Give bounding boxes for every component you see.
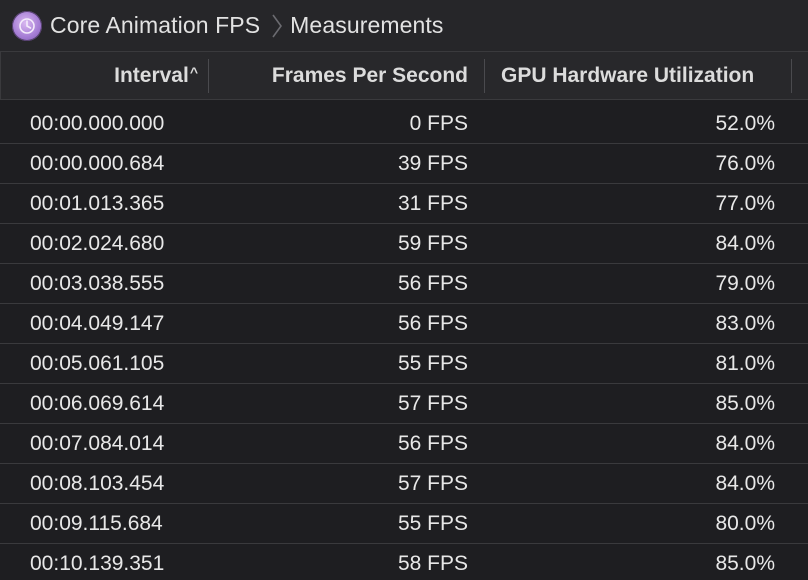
cell-gpu: 84.0% (715, 231, 775, 255)
breadcrumb-view[interactable]: Measurements (290, 12, 444, 38)
column-header-gpu-label: GPU Hardware Utilization (501, 63, 755, 87)
cell-interval: 00:02.024.680 (30, 231, 165, 255)
cell-fps: 55 FPS (397, 511, 468, 535)
table-row[interactable]: 00:09.115.684 55 FPS 80.0% (0, 504, 808, 544)
cell-fps: 57 FPS (397, 471, 468, 495)
chevron-right-icon (272, 14, 283, 37)
cell-interval: 00:01.013.365 (30, 191, 165, 215)
cell-gpu: 85.0% (715, 391, 775, 415)
table-body: 00:00.000.000 0 FPS 52.0% 00:00.000.684 39 … (0, 104, 808, 580)
cell-gpu: 81.0% (715, 351, 775, 375)
cell-fps: 0 FPS (409, 111, 468, 135)
column-header-interval-label: Interval (114, 63, 189, 87)
cell-interval: 00:00.000.684 (30, 151, 165, 175)
table-row[interactable]: 00:03.038.555 56 FPS 79.0% (0, 264, 808, 304)
cell-gpu: 84.0% (715, 431, 775, 455)
table-header: Interval^ Frames Per Second GPU Hardware… (0, 52, 808, 100)
cell-gpu: 52.0% (715, 111, 775, 135)
cell-interval: 00:05.061.105 (30, 351, 165, 375)
table-row[interactable]: 00:06.069.614 57 FPS 85.0% (0, 384, 808, 424)
cell-fps: 58 FPS (397, 551, 468, 575)
column-header-gpu[interactable]: GPU Hardware Utilization (485, 58, 792, 93)
cell-gpu: 83.0% (715, 311, 775, 335)
cell-gpu: 80.0% (715, 511, 775, 535)
cell-fps: 56 FPS (397, 311, 468, 335)
cell-interval: 00:03.038.555 (30, 271, 165, 295)
table-row[interactable]: 00:05.061.105 55 FPS 81.0% (0, 344, 808, 384)
table-row[interactable]: 00:08.103.454 57 FPS 84.0% (0, 464, 808, 504)
table-row[interactable]: 00:10.139.351 58 FPS 85.0% (0, 544, 808, 580)
cell-interval: 00:04.049.147 (30, 311, 165, 335)
table-row[interactable]: 00:04.049.147 56 FPS 83.0% (0, 304, 808, 344)
column-header-fps-label: Frames Per Second (271, 63, 468, 87)
breadcrumb: Core Animation FPS Measurements (0, 0, 808, 52)
cell-fps: 39 FPS (397, 151, 468, 175)
cell-interval: 00:10.139.351 (30, 551, 165, 575)
cell-fps: 31 FPS (397, 191, 468, 215)
cell-fps: 56 FPS (397, 431, 468, 455)
cell-fps: 57 FPS (397, 391, 468, 415)
table-row[interactable]: 00:02.024.680 59 FPS 84.0% (0, 224, 808, 264)
cell-fps: 56 FPS (397, 271, 468, 295)
table-row[interactable]: 00:01.013.365 31 FPS 77.0% (0, 184, 808, 224)
table-row[interactable]: 00:00.000.000 0 FPS 52.0% (0, 104, 808, 144)
cell-interval: 00:06.069.614 (30, 391, 165, 415)
cell-gpu: 79.0% (715, 271, 775, 295)
cell-interval: 00:08.103.454 (30, 471, 165, 495)
cell-interval: 00:00.000.000 (30, 111, 165, 135)
column-header-fps[interactable]: Frames Per Second (209, 58, 485, 93)
table-row[interactable]: 00:00.000.684 39 FPS 76.0% (0, 144, 808, 184)
table-row[interactable]: 00:07.084.014 56 FPS 84.0% (0, 424, 808, 464)
cell-gpu: 77.0% (715, 191, 775, 215)
cell-interval: 00:09.115.684 (30, 511, 163, 535)
cell-gpu: 85.0% (715, 551, 775, 575)
cell-gpu: 76.0% (715, 151, 775, 175)
column-header-interval[interactable]: Interval^ (1, 58, 209, 93)
measurements-table: Interval^ Frames Per Second GPU Hardware… (0, 52, 808, 580)
cell-fps: 59 FPS (397, 231, 468, 255)
breadcrumb-instrument[interactable]: Core Animation FPS (50, 12, 261, 38)
cell-gpu: 84.0% (715, 471, 775, 495)
sort-ascending-icon: ^ (189, 63, 198, 80)
core-animation-instrument-icon[interactable] (12, 10, 42, 41)
cell-interval: 00:07.084.014 (30, 431, 165, 455)
cell-fps: 55 FPS (397, 351, 468, 375)
